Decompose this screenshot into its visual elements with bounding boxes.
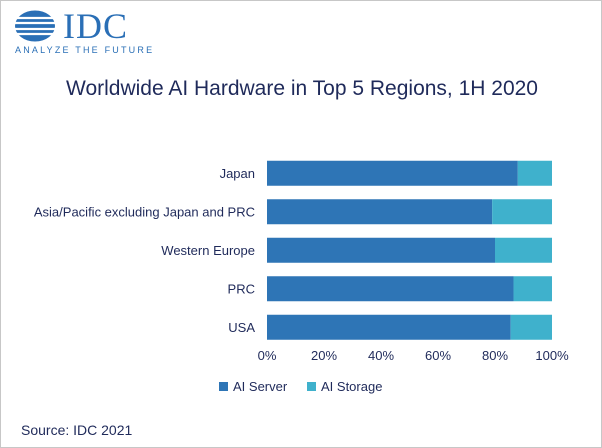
logo-wordmark: IDC: [63, 6, 128, 46]
bar-ai-server-0: [267, 160, 518, 186]
category-label: Western Europe: [161, 243, 255, 258]
x-tick-label: 60%: [425, 348, 451, 363]
stacked-bar-chart: Japan Asia/Pacific excluding Japan and PR…: [34, 160, 569, 394]
chart-title: Worldwide AI Hardware in Top 5 Regions, …: [66, 77, 538, 100]
x-tick-label: 40%: [368, 348, 394, 363]
globe-icon: [15, 10, 55, 42]
bar-ai-storage-1: [492, 199, 552, 225]
legend-swatch: [219, 382, 228, 391]
legend-label: AI Server: [233, 379, 288, 394]
bar-ai-server-3: [267, 276, 514, 302]
bar-ai-storage-2: [495, 237, 552, 263]
bar-ai-server-4: [267, 314, 511, 340]
bar-ai-storage-0: [517, 160, 552, 186]
x-tick-label: 0%: [258, 348, 277, 363]
bar-ai-storage-3: [513, 276, 552, 302]
category-label: Asia/Pacific excluding Japan and PRC: [34, 204, 255, 219]
x-tick-label: 20%: [311, 348, 337, 363]
legend-swatch: [307, 382, 316, 391]
bar-ai-server-1: [267, 199, 493, 225]
category-label: USA: [228, 320, 255, 335]
x-tick-label: 100%: [535, 348, 569, 363]
bar-ai-server-2: [267, 237, 495, 263]
category-label: PRC: [228, 281, 255, 296]
category-label: Japan: [220, 166, 255, 181]
x-tick-label: 80%: [482, 348, 508, 363]
idc-logo: IDC ANALYZE THE FUTURE: [13, 6, 193, 57]
bar-ai-storage-4: [510, 314, 552, 340]
source-note: Source: IDC 2021: [21, 422, 133, 438]
legend-label: AI Storage: [321, 379, 382, 394]
logo-tagline: ANALYZE THE FUTURE: [15, 45, 155, 55]
